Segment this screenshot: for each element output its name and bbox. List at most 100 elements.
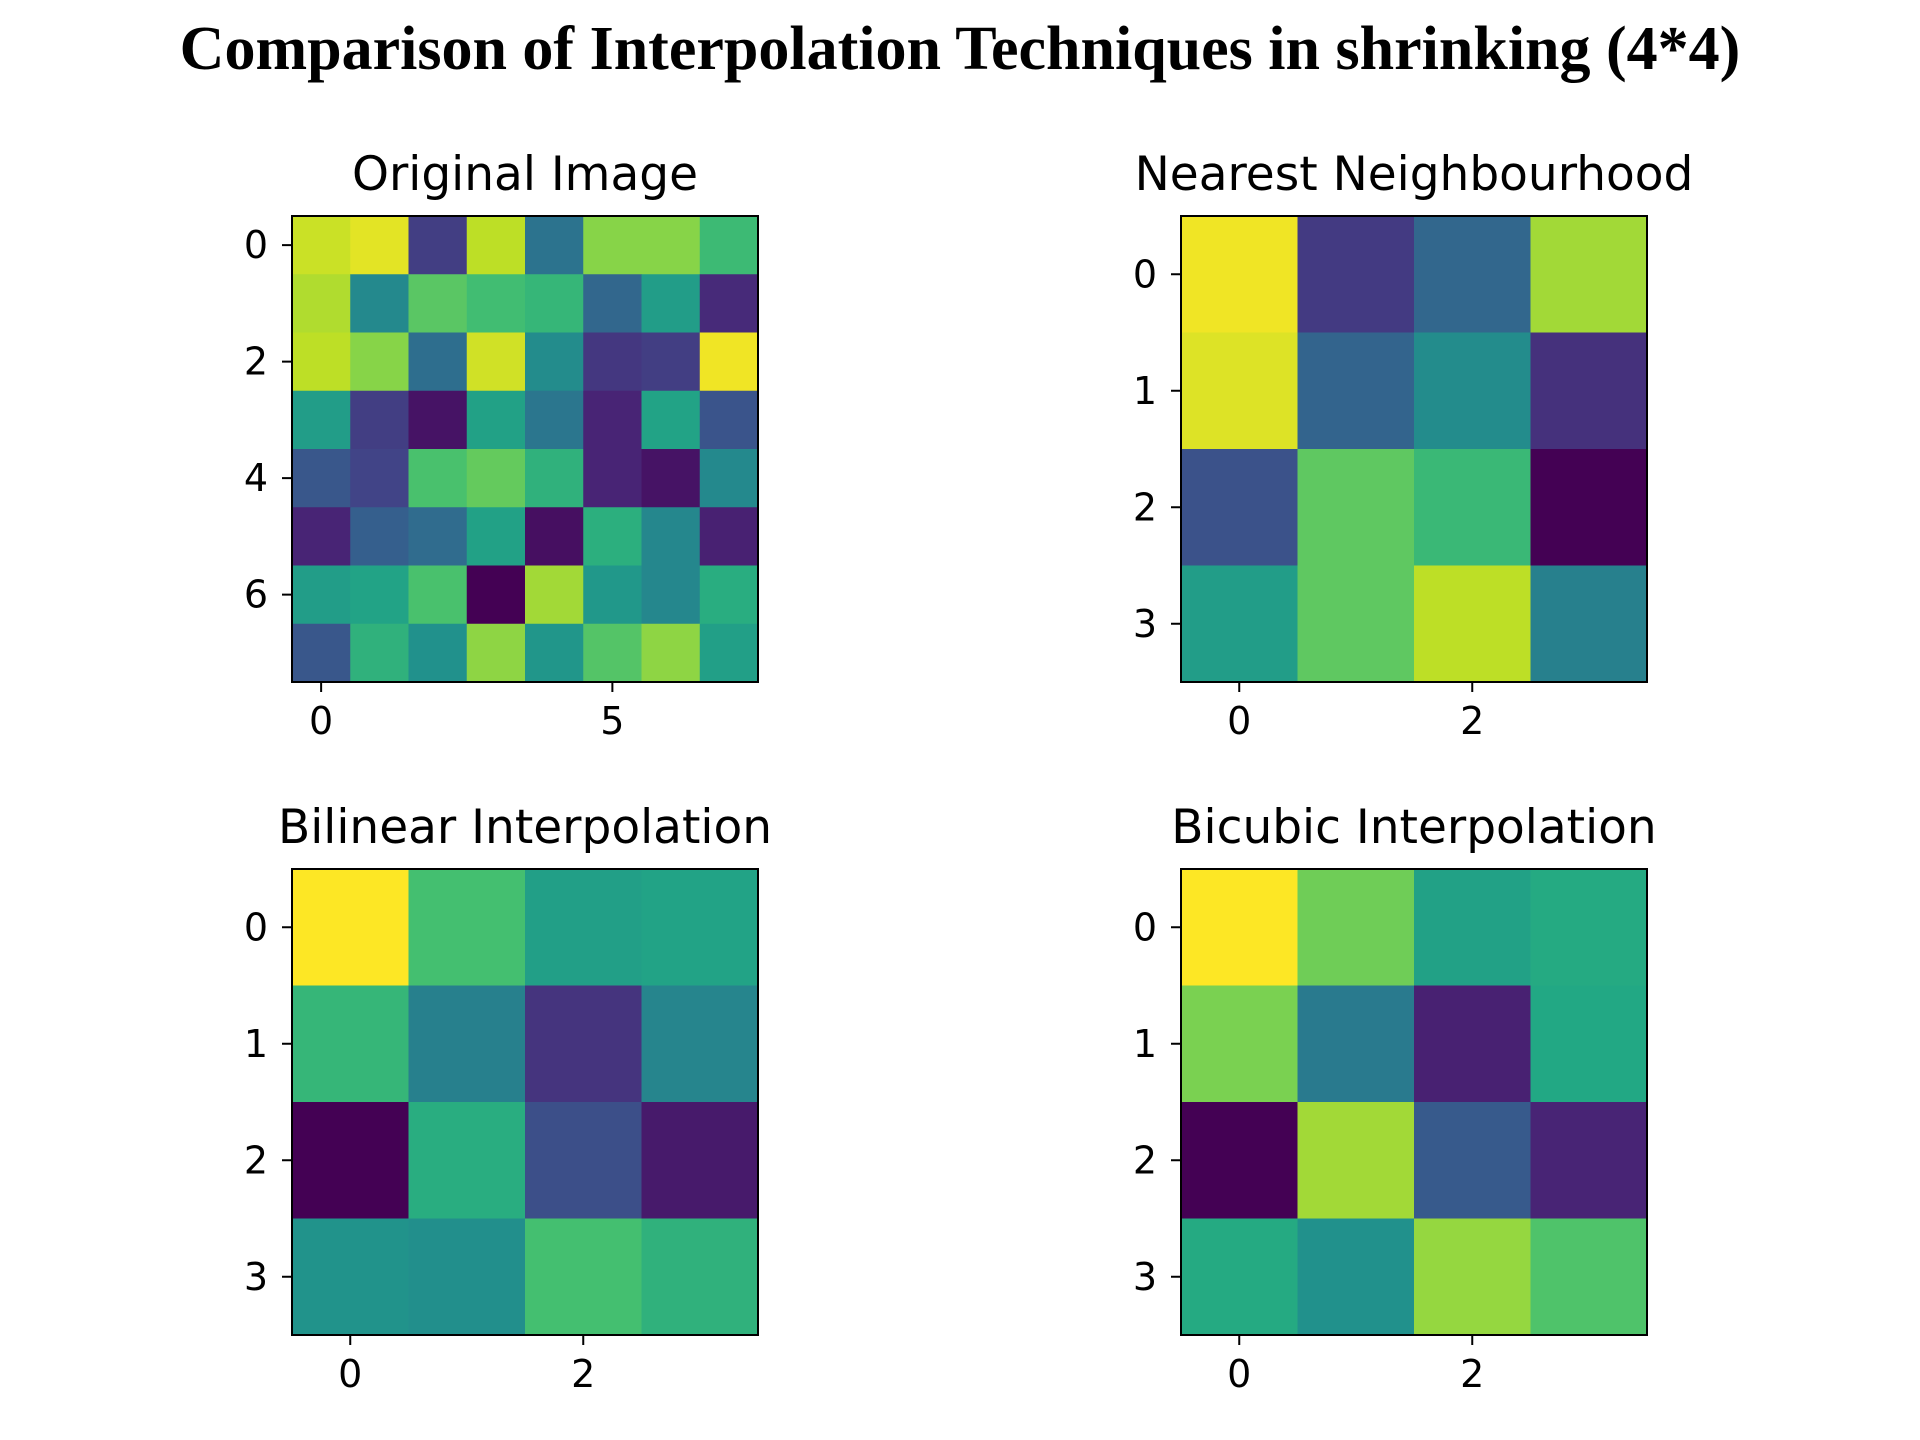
heatmap-cell bbox=[1414, 449, 1532, 567]
heatmap-cell bbox=[408, 449, 468, 508]
heatmap-cell bbox=[408, 623, 468, 683]
heatmap-cell bbox=[292, 390, 351, 450]
heatmap-cell bbox=[641, 985, 759, 1103]
x-tick-label: 0 bbox=[1227, 1352, 1251, 1396]
heatmap-panel-2: Nearest Neighbourhood 0 2 0 1 2 3 bbox=[1133, 147, 1694, 743]
heatmap-cell bbox=[583, 565, 643, 625]
heatmap-cell bbox=[1181, 985, 1299, 1103]
heatmap-cell bbox=[292, 332, 351, 392]
heatmap-cell bbox=[466, 216, 526, 275]
heatmap-cell bbox=[1530, 1218, 1648, 1336]
heatmap-cell bbox=[1414, 332, 1532, 450]
heatmap-cell bbox=[525, 1218, 643, 1336]
heatmap-cell bbox=[525, 274, 584, 334]
heatmap-cell bbox=[292, 1102, 410, 1220]
heatmap-cell bbox=[292, 869, 410, 987]
x-tick-label: 0 bbox=[309, 699, 333, 743]
axes-title: Bilinear Interpolation bbox=[278, 800, 772, 855]
heatmap-cell bbox=[525, 216, 584, 275]
heatmap-cell bbox=[350, 216, 410, 275]
heatmap-cell bbox=[583, 449, 643, 508]
heatmap-cell bbox=[1297, 449, 1415, 567]
heatmap-cell bbox=[583, 274, 643, 334]
y-tick-label: 1 bbox=[1133, 369, 1157, 413]
heatmap-cell bbox=[466, 449, 526, 508]
x-tick-label: 0 bbox=[338, 1352, 362, 1396]
heatmap-cell bbox=[292, 985, 410, 1103]
heatmap-cell bbox=[292, 216, 351, 275]
heatmap-cell bbox=[1297, 985, 1415, 1103]
heatmap-cell bbox=[1297, 332, 1415, 450]
heatmap-cell bbox=[350, 274, 410, 334]
y-tick-label: 2 bbox=[244, 340, 268, 384]
heatmap-cell bbox=[525, 449, 584, 508]
x-tick-label: 2 bbox=[1460, 1352, 1484, 1396]
heatmap-cell bbox=[1181, 565, 1299, 683]
heatmap-panel-4: Bicubic Interpolation 0 2 0 1 2 3 bbox=[1133, 800, 1657, 1396]
heatmap-cell bbox=[525, 1102, 643, 1220]
heatmap-cell bbox=[408, 332, 468, 392]
heatmap-cell bbox=[583, 623, 643, 683]
y-tick-label: 2 bbox=[244, 1138, 268, 1182]
heatmap-cell bbox=[350, 507, 410, 567]
axes-title: Bicubic Interpolation bbox=[1171, 800, 1656, 855]
heatmap-cell bbox=[583, 216, 643, 275]
heatmap-cell bbox=[1530, 332, 1648, 450]
heatmap-cell bbox=[466, 274, 526, 334]
heatmap-cell bbox=[699, 216, 759, 275]
heatmap-cell bbox=[641, 1218, 759, 1336]
heatmap-cell bbox=[699, 565, 759, 625]
heatmap-panel-1: Original Image 0 5 0 2 4 6 bbox=[244, 147, 759, 743]
y-tick-label: 0 bbox=[1133, 905, 1157, 949]
x-tick-label: 5 bbox=[600, 699, 624, 743]
heatmap-cell bbox=[466, 332, 526, 392]
axes-frame bbox=[291, 868, 759, 1336]
y-tick-label: 4 bbox=[244, 456, 268, 500]
heatmap-cell bbox=[641, 565, 701, 625]
axes-frame bbox=[1180, 215, 1648, 683]
heatmap-cell bbox=[1530, 869, 1648, 987]
heatmap-cell bbox=[408, 869, 526, 987]
heatmap-cell bbox=[408, 390, 468, 450]
heatmap-cell bbox=[350, 332, 410, 392]
y-tick-label: 1 bbox=[1133, 1022, 1157, 1066]
x-tick-label: 2 bbox=[1460, 699, 1484, 743]
heatmap-cell bbox=[583, 332, 643, 392]
x-tick-label: 2 bbox=[571, 1352, 595, 1396]
heatmap-cell bbox=[583, 390, 643, 450]
y-tick-label: 6 bbox=[244, 573, 268, 617]
heatmap-cell bbox=[1181, 869, 1299, 987]
heatmap-cell bbox=[1414, 565, 1532, 683]
heatmap-cell bbox=[699, 390, 759, 450]
x-tick-label: 0 bbox=[1227, 699, 1251, 743]
y-tick-label: 3 bbox=[1133, 1255, 1157, 1299]
heatmap-cell bbox=[699, 623, 759, 683]
heatmap-cell bbox=[408, 507, 468, 567]
heatmap-cell bbox=[408, 1102, 526, 1220]
heatmap-cell bbox=[525, 623, 584, 683]
heatmap-cell bbox=[292, 274, 351, 334]
heatmap-cell bbox=[525, 985, 643, 1103]
heatmap-cell bbox=[408, 985, 526, 1103]
heatmap-cell bbox=[408, 565, 468, 625]
heatmap-cell bbox=[641, 507, 701, 567]
heatmap-cell bbox=[1414, 216, 1532, 334]
y-tick-label: 3 bbox=[244, 1255, 268, 1299]
y-tick-label: 0 bbox=[244, 223, 268, 267]
heatmap-cell bbox=[525, 507, 584, 567]
heatmap-cell bbox=[1181, 1102, 1299, 1220]
figure-title: Comparison of Interpolation Techniques i… bbox=[179, 15, 1741, 83]
heatmap-cell bbox=[1181, 449, 1299, 567]
axes-frame bbox=[291, 215, 759, 683]
heatmap-cell bbox=[641, 390, 701, 450]
heatmap-cell bbox=[466, 507, 526, 567]
heatmap-cell bbox=[1414, 1102, 1532, 1220]
heatmap-panel-3: Bilinear Interpolation 0 2 0 1 2 3 bbox=[244, 800, 772, 1396]
heatmap-cell bbox=[641, 449, 701, 508]
axes-title: Original Image bbox=[352, 147, 698, 202]
y-tick-label: 0 bbox=[244, 905, 268, 949]
heatmap-cell bbox=[350, 449, 410, 508]
heatmap-cell bbox=[1530, 449, 1648, 567]
heatmap-cell bbox=[1530, 565, 1648, 683]
